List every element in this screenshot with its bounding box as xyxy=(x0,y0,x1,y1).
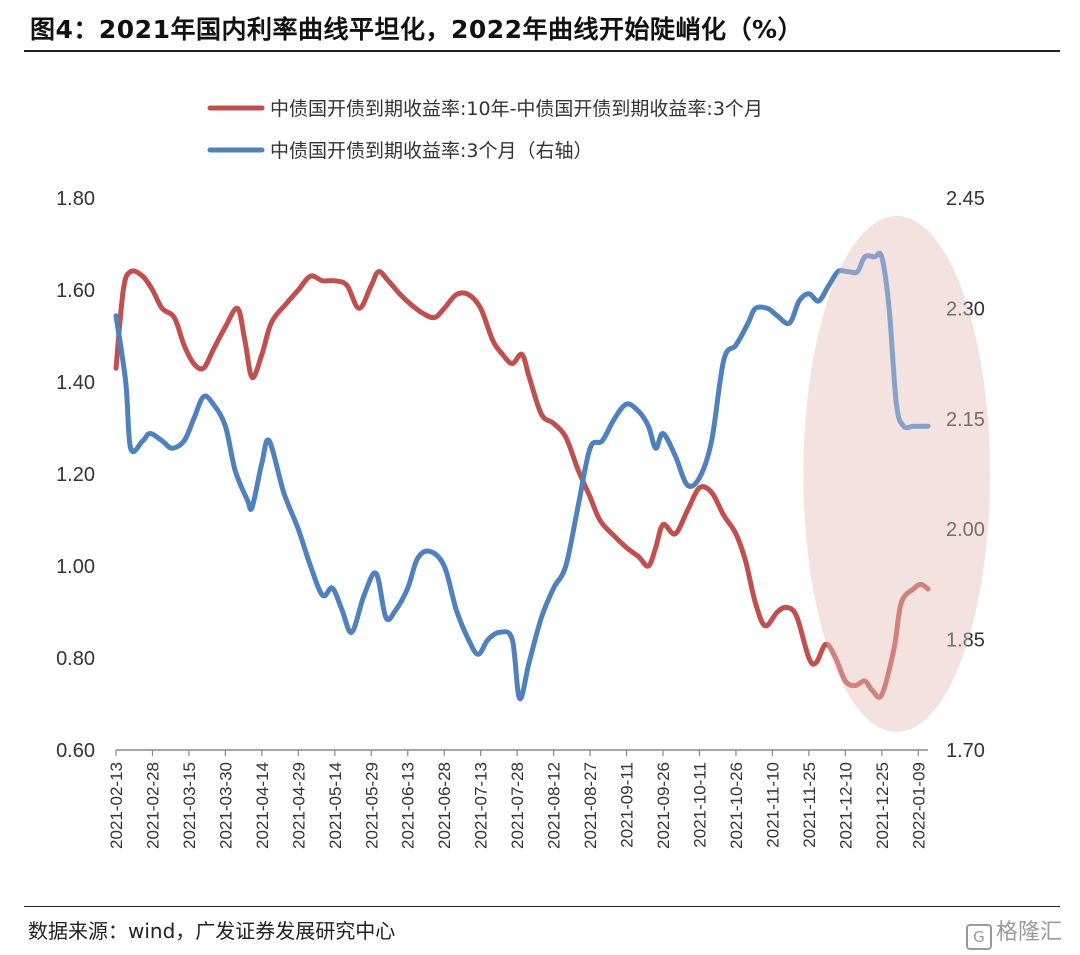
series-line-3m-rate xyxy=(113,250,931,702)
line-chart: 0.60 0.80 1.00 1.20 1.40 1.60 1.80 1.70 1.85 2.00… xyxy=(56,98,990,849)
x-tick-label: 2021-07-13 xyxy=(472,762,491,849)
legend-label: 中债国开债到期收益率:10年-中债国开债到期收益率:3个月 xyxy=(270,98,763,120)
x-tick-label: 2021-03-15 xyxy=(180,762,199,849)
x-tick-label: 2021-12-10 xyxy=(836,762,855,849)
y-right-tick-label: 2.45 xyxy=(946,188,985,210)
x-tick-label: 2021-07-28 xyxy=(508,762,527,849)
x-tick-label: 2021-10-11 xyxy=(691,762,710,848)
y-right-tick-label: 2.30 xyxy=(946,298,985,320)
y-right-tick-label: 1.85 xyxy=(946,630,985,652)
y-left-tick-label: 1.60 xyxy=(56,280,95,302)
y-left-tick-label: 1.80 xyxy=(56,188,95,210)
highlight-overlay xyxy=(803,216,990,732)
x-tick-label: 2021-11-10 xyxy=(763,762,782,848)
watermark-text: 格隆汇 xyxy=(995,920,1062,945)
legend: 中债国开债到期收益率:10年-中债国开债到期收益率:3个月中债国开债到期收益率:… xyxy=(207,98,763,162)
x-tick-label: 2021-12-25 xyxy=(873,762,892,849)
highlight-ellipse xyxy=(803,216,990,732)
x-tick-label: 2021-02-28 xyxy=(144,762,163,849)
x-tick-label: 2021-05-14 xyxy=(326,762,345,849)
title-divider xyxy=(24,50,1060,52)
x-tick-label: 2021-06-13 xyxy=(399,762,418,849)
x-tick-label: 2021-04-29 xyxy=(289,762,308,849)
x-tick-label: 2021-04-14 xyxy=(253,762,272,849)
y-left-tick-label: 1.00 xyxy=(56,556,95,578)
x-tick-label: 2021-03-30 xyxy=(216,762,235,849)
x-tick-label: 2022-01-09 xyxy=(909,762,928,849)
y-right-tick-label: 2.00 xyxy=(946,519,985,541)
y-right-tick-label: 2.15 xyxy=(946,409,985,431)
x-tick-label: 2021-08-27 xyxy=(581,762,600,849)
x-tick-label: 2021-05-29 xyxy=(362,762,381,849)
y-left-tick-label: 1.40 xyxy=(56,372,95,394)
y-right-tick-label: 1.70 xyxy=(946,740,985,762)
x-tick-label: 2021-09-26 xyxy=(654,762,673,849)
y-left-tick-label: 1.20 xyxy=(56,464,95,486)
chart-title: 图4：2021年国内利率曲线平坦化，2022年曲线开始陡峭化（%） xyxy=(30,15,804,44)
y-left-tick-label: 0.60 xyxy=(56,740,95,762)
watermark-logo-icon: G xyxy=(965,924,992,950)
data-source: 数据来源：wind，广发证券发展研究中心 xyxy=(28,919,396,943)
x-tick-label: 2021-10-26 xyxy=(727,762,746,849)
x-tick-label: 2021-02-13 xyxy=(107,762,126,849)
x-tick-label: 2021-09-11 xyxy=(618,762,637,848)
axes: 0.60 0.80 1.00 1.20 1.40 1.60 1.80 1.70 1.85 2.00… xyxy=(56,188,985,849)
y-left-tick-label: 0.80 xyxy=(56,648,95,670)
x-tick-label: 2021-06-28 xyxy=(435,762,454,849)
legend-label: 中债国开债到期收益率:3个月（右轴） xyxy=(270,140,593,162)
watermark: G 格隆汇 xyxy=(965,914,1062,950)
footer-divider xyxy=(24,906,1060,907)
series-layer xyxy=(113,216,990,732)
series-line-spread xyxy=(113,268,931,700)
x-tick-label: 2021-11-25 xyxy=(800,762,819,848)
x-tick-label: 2021-08-12 xyxy=(545,762,564,849)
